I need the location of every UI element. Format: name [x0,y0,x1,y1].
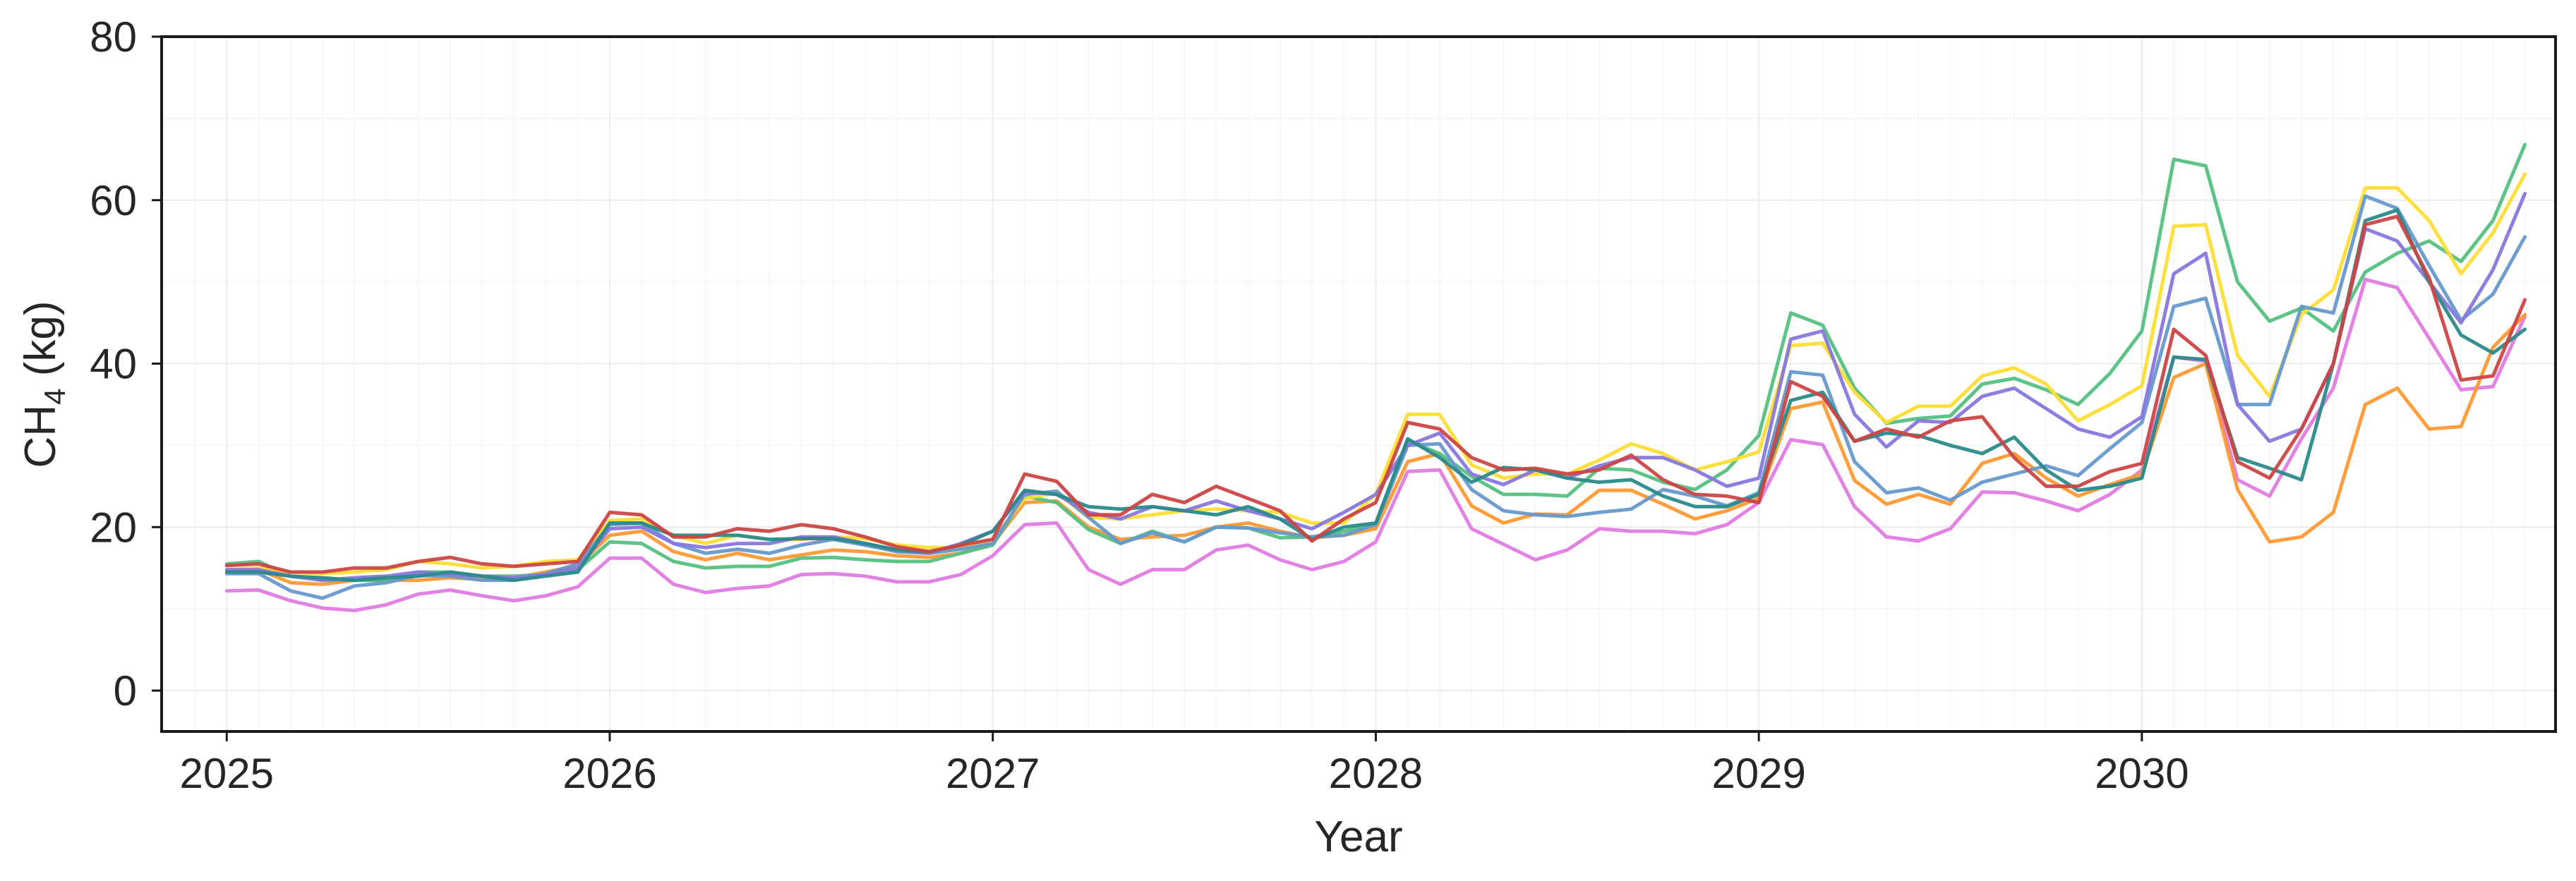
x-tick-label: 2029 [1711,750,1805,797]
x-tick-label: 2026 [562,750,656,797]
y-axis-label: CH4 (kg) [16,301,71,468]
x-tick-label: 2025 [180,750,274,797]
axis-ticks: 2025 2026 2027 2028 2029 2030 0 20 40 60 80 [90,13,2189,797]
x-axis-label: Year [1314,813,1402,861]
x-tick-label: 2030 [2095,750,2189,797]
series-lines [224,142,2527,612]
y-tick-label: 80 [90,13,137,61]
y-axis-label-subscript: 4 [38,389,71,405]
y-tick-label: 40 [90,341,137,388]
series-line-6 [224,192,2527,583]
y-axis-label-main: CH [16,405,65,468]
series-line-7 [224,208,2527,583]
series-line-8 [224,214,2527,574]
x-tick-label: 2028 [1329,750,1423,797]
y-tick-label: 0 [114,667,137,715]
x-tick-label: 2027 [946,750,1040,797]
y-tick-label: 20 [90,504,137,551]
plot-frame [160,35,2557,733]
y-tick-label: 60 [90,177,137,224]
y-axis-label-unit: (kg) [16,301,65,389]
grid-lines [162,36,2556,731]
